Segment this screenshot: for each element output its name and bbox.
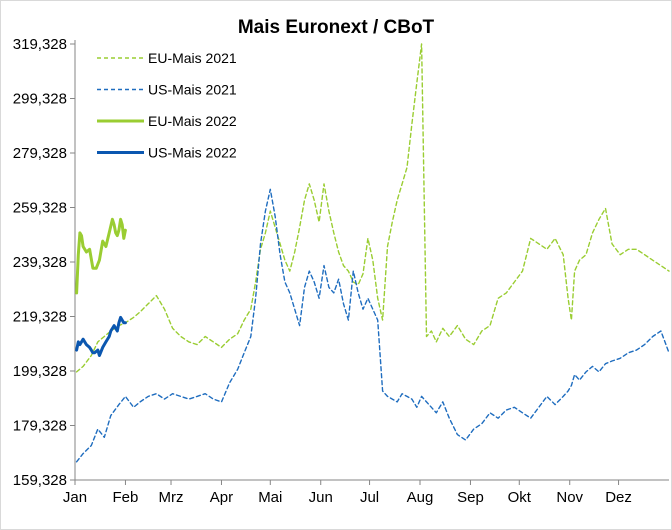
x-tick-label: Dez	[605, 489, 632, 506]
y-tick-label: 299,328	[13, 91, 67, 108]
y-tick-label: 159,328	[13, 472, 67, 489]
legend-label: EU-Mais 2021	[148, 50, 237, 66]
x-tick-label: Jun	[309, 489, 333, 506]
x-tick-label: Aug	[407, 489, 434, 506]
legend-label: US-Mais 2021	[148, 82, 237, 98]
series-lines	[75, 43, 670, 463]
y-tick-label: 259,328	[13, 200, 67, 217]
y-tick-label: 239,328	[13, 254, 67, 271]
series-line-eu-mais-2022	[75, 217, 127, 295]
series-line-us-mais-2022	[75, 315, 127, 357]
legend-label: EU-Mais 2022	[148, 113, 237, 129]
series-line-eu-mais-2021	[75, 43, 670, 373]
x-axis-ticks: Jan Feb Mrz Apr Mai Jun Jul Aug Sep Okt Nov Dez	[63, 480, 632, 506]
x-tick-label: Jul	[360, 489, 379, 506]
x-tick-label: Nov	[556, 489, 583, 506]
y-tick-label: 319,328	[13, 36, 67, 53]
y-tick-label: 219,328	[13, 309, 67, 326]
x-tick-label: Feb	[113, 489, 139, 506]
y-tick-label: 179,328	[13, 418, 67, 435]
x-tick-label: Mai	[258, 489, 282, 506]
x-tick-label: Mrz	[159, 489, 184, 506]
x-tick-label: Sep	[457, 489, 484, 506]
y-tick-label: 199,328	[13, 363, 67, 380]
legend: EU-Mais 2021 US-Mais 2021 EU-Mais 2022 US-M…	[97, 50, 237, 161]
x-tick-label: Apr	[210, 489, 233, 506]
y-axis-ticks: 159,328 179,328 199,328 219,328 239,328 259,3…	[13, 36, 75, 489]
y-tick-label: 279,328	[13, 145, 67, 162]
chart-title: Mais Euronext / CBoT	[238, 17, 435, 38]
x-tick-label: Jan	[63, 489, 87, 506]
x-tick-label: Okt	[508, 489, 532, 506]
series-line-us-mais-2021	[75, 188, 670, 463]
legend-label: US-Mais 2022	[148, 145, 237, 161]
